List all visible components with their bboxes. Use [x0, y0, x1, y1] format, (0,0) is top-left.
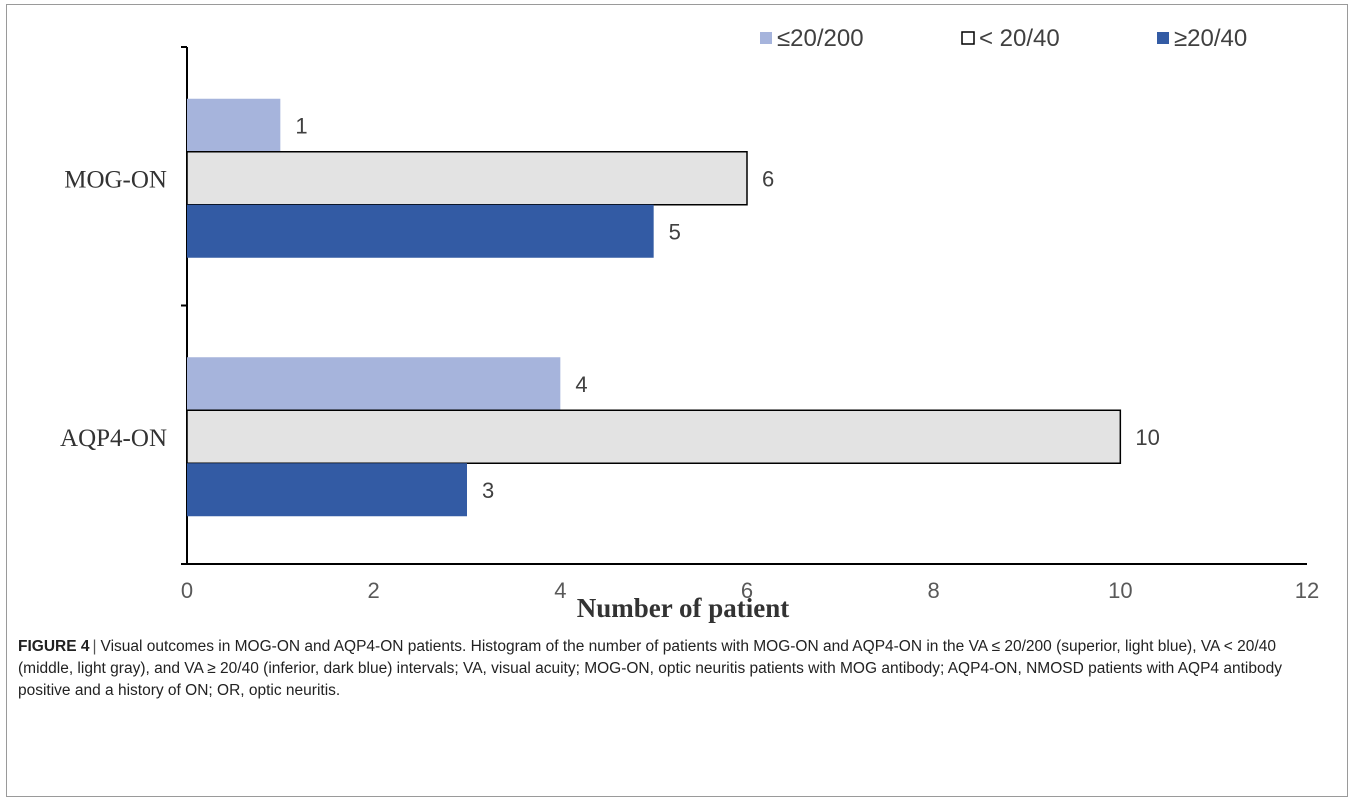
x-tick-label: 2 — [368, 578, 380, 603]
legend-label: < 20/40 — [979, 25, 1060, 52]
bar-value-label: 10 — [1135, 425, 1159, 450]
legend-swatch — [1157, 32, 1169, 44]
x-tick-label: 0 — [181, 578, 193, 603]
bar — [187, 98, 281, 152]
bar — [187, 357, 561, 411]
chart-legend: ≤20/200 < 20/40 ≥20/40 — [760, 25, 1247, 52]
y-category-label: MOG-ON — [64, 166, 167, 193]
bar-chart: 0 2 4 6 8 10 12 MOG-ON 1 6 5 AQP4-ON 4 10 3 ≤20/200 < … — [60, 25, 1319, 623]
bar-value-label: 6 — [762, 166, 774, 191]
caption-separator: | — [92, 638, 97, 655]
y-category-label: AQP4-ON — [60, 425, 167, 452]
x-tick-label: 4 — [554, 578, 566, 603]
x-axis-label: Number of patient — [577, 593, 790, 623]
figure-caption: FIGURE 4 | Visual outcomes in MOG-ON and A… — [18, 636, 1328, 702]
legend-swatch — [760, 32, 772, 44]
x-tick-label: 8 — [928, 578, 940, 603]
bar — [186, 151, 748, 206]
chart-data-labels: MOG-ON 1 6 5 AQP4-ON 4 10 3 — [60, 113, 1160, 503]
caption-label: FIGURE 4 — [18, 638, 90, 655]
bar-value-label: 1 — [295, 113, 307, 138]
bar — [187, 204, 654, 258]
legend-label: ≤20/200 — [777, 25, 864, 52]
bar — [187, 463, 467, 517]
bar-value-label: 5 — [669, 219, 681, 244]
x-tick-label: 12 — [1295, 578, 1319, 603]
legend-label: ≥20/40 — [1174, 25, 1247, 52]
bar-value-label: 3 — [482, 478, 494, 503]
bar — [186, 409, 1122, 464]
chart-axes: 0 2 4 6 8 10 12 — [181, 46, 1319, 603]
legend-swatch — [961, 31, 975, 45]
bar-value-label: 4 — [575, 372, 587, 397]
x-tick-label: 10 — [1108, 578, 1132, 603]
chart-bars — [186, 98, 1122, 517]
x-tick-label: 6 — [741, 578, 753, 603]
caption-text: Visual outcomes in MOG-ON and AQP4-ON pa… — [18, 638, 1282, 699]
